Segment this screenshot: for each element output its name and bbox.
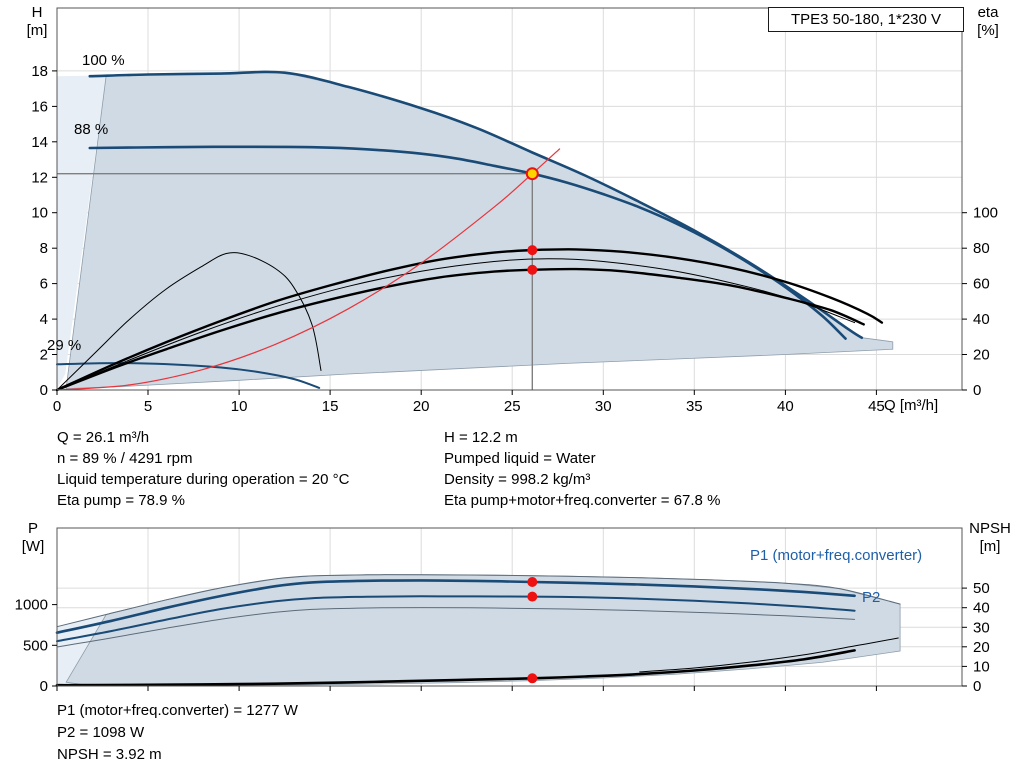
power-info: P1 (motor+freq.converter) = 1277 W P2 = … [57,700,298,766]
speed-curve-29pct [56,362,321,389]
tick-label: 20 [973,347,990,364]
speed-label-29: 29 % [47,337,82,354]
eta-pump-curve [55,248,884,392]
npsh-curve [55,649,856,687]
eta-curve-thin [56,258,856,391]
head-flow-chart[interactable]: 0 5 10 15 20 25 30 35 40 45 0 2 4 6 8 10 12 14 16 18 0 20 40 60… [31,7,998,415]
p2-curve-label: P2 [862,589,881,606]
power-axis-title: P [W] [14,520,52,556]
tick-label: 20 [413,398,430,415]
tick-label: 10 [231,398,248,415]
duty-point[interactable] [525,167,539,181]
tick-label: 4 [40,311,48,328]
tick-label: 14 [31,134,48,151]
info-eta-pump: Eta pump = 78.9 % [57,492,185,509]
tick-label: 18 [31,63,48,80]
tick-label: 16 [31,98,48,115]
tick-label: 8 [40,240,48,257]
info-flow: Q = 26.1 m³/h [57,429,150,446]
tick-label: 25 [504,398,521,415]
info-p2: P2 = 1098 W [57,724,145,741]
tick-label: 0 [53,398,61,415]
eta-pump-marker [527,245,538,256]
p1-curve [55,579,856,634]
tick-label: 10 [31,205,48,222]
tick-label: 0 [973,678,981,695]
info-speed: n = 89 % / 4291 rpm [57,450,193,467]
tick-label: 40 [777,398,794,415]
npsh-axis-symbol: NPSH [969,520,1011,537]
power-npsh-chart-frame [56,527,963,687]
tick-label: 12 [31,169,48,186]
npsh-axis-title: NPSH [m] [960,520,1020,556]
p1-curve-label: P1 (motor+freq.converter) [750,547,923,564]
tick-label: 15 [322,398,339,415]
power-axis-unit: [W] [21,538,45,555]
operating-envelope-light [57,75,107,390]
tick-label: 60 [973,276,990,293]
info-density: Density = 998.2 kg/m³ [444,471,591,488]
tick-label: 500 [23,637,48,654]
npsh-marker [527,673,538,684]
eta-axis-title: eta [%] [966,4,1010,40]
power-axis-symbol: P [27,520,38,537]
head-axis-unit: [m] [26,22,48,39]
tick-label: 6 [40,276,48,293]
power-npsh-chart[interactable]: 0 500 1000 0 10 20 30 40 50 [15,527,990,695]
speed-label-100: 100 % [82,52,125,69]
duty-info-left: Q = 26.1 m³/h n = 89 % / 4291 rpm Liquid… [57,427,349,511]
tick-label: 35 [686,398,703,415]
tick-label: 80 [973,240,990,257]
info-head: H = 12.2 m [444,429,518,446]
head-flow-chart-frame [56,7,963,391]
npsh-axis-unit: [m] [979,538,1001,555]
info-eta-total: Eta pump+motor+freq.converter = 67.8 % [444,492,721,509]
p2-marker [527,591,538,602]
eta-curve-reduced-speed [56,252,322,391]
p1-marker [527,577,538,587]
npsh-max-curve [639,637,899,673]
tick-label: 1000 [15,597,48,614]
system-curve [56,148,561,391]
flow-axis-title: Q [m³/h] [884,397,939,414]
tick-label: 40 [973,311,990,328]
eta-total-marker [527,264,538,275]
info-liquid-temp: Liquid temperature during operation = 20… [57,471,350,488]
tick-label: 0 [40,382,48,399]
tick-label: 45 [868,398,885,415]
tick-label: 0 [40,678,48,695]
tick-label: 2 [40,347,48,364]
duty-info-right: H = 12.2 m Pumped liquid = Water Density… [444,427,720,511]
tick-label: 30 [973,619,990,636]
pump-type-box: TPE3 50-180, 1*230 V [768,7,964,32]
info-npsh: NPSH = 3.92 m [57,746,162,763]
eta-axis-symbol: eta [977,4,999,21]
power-envelope-light [57,614,107,686]
head-axis-title: H [m] [18,4,56,40]
info-p1: P1 (motor+freq.converter) = 1277 W [57,702,298,719]
tick-label: 5 [144,398,152,415]
head-axis-symbol: H [31,4,43,21]
tick-label: 20 [973,639,990,656]
tick-label: 50 [973,580,990,597]
info-pumped-liquid: Pumped liquid = Water [444,450,596,467]
tick-label: 10 [973,658,990,675]
tick-label: 100 [973,205,998,222]
p2-curve [56,595,856,643]
tick-label: 40 [973,600,990,617]
p2-min-curve [56,607,856,648]
eta-axis-unit: [%] [977,22,999,39]
eta-total-curve [55,267,865,392]
speed-curve-88pct [88,145,847,340]
p1-max-curve [56,574,901,628]
speed-label-88: 88 % [74,121,109,138]
tick-label: 30 [595,398,612,415]
tick-label: 0 [973,382,981,399]
